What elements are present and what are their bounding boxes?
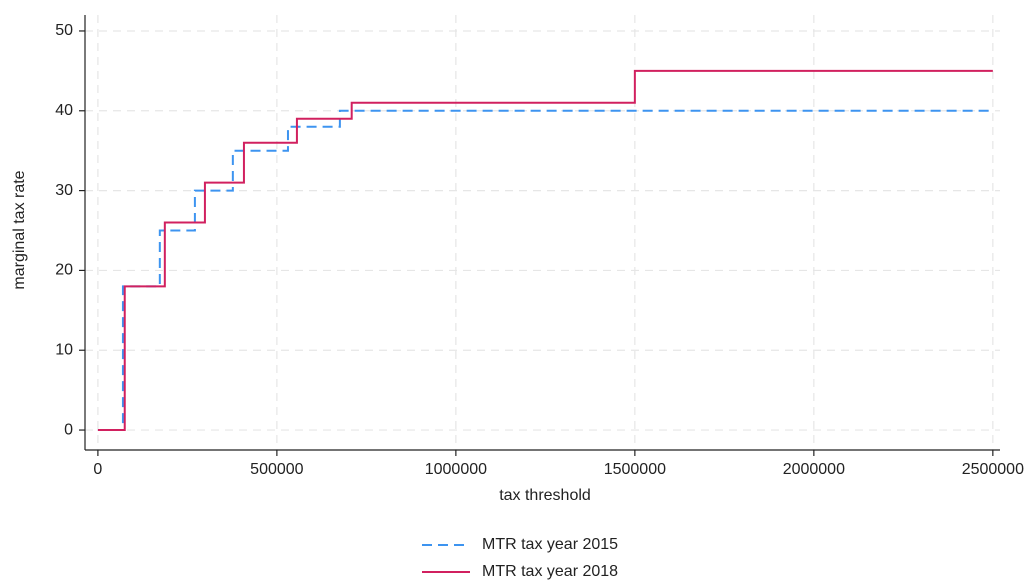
y-tick-label: 20 [55,262,73,279]
legend-label: MTR tax year 2018 [482,563,618,580]
x-axis-title: tax threshold [499,487,591,504]
series-line [97,109,993,432]
y-tick-label: 10 [55,341,73,358]
x-tick-label: 0 [93,461,102,478]
x-tick-label: 2000000 [783,461,845,478]
legend-label: MTR tax year 2015 [482,536,618,553]
y-tick-label: 0 [64,421,73,438]
series-line [97,69,993,432]
x-tick-label: 500000 [250,461,303,478]
y-tick-label: 30 [55,182,73,199]
x-tick-label: 1000000 [425,461,487,478]
y-axis-title: marginal tax rate [11,170,28,289]
y-tick-label: 40 [55,102,73,119]
y-tick-label: 50 [55,22,73,39]
x-tick-label: 2500000 [962,461,1024,478]
x-tick-label: 1500000 [604,461,666,478]
